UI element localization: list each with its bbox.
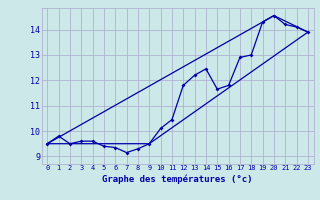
X-axis label: Graphe des températures (°c): Graphe des températures (°c): [102, 174, 253, 184]
